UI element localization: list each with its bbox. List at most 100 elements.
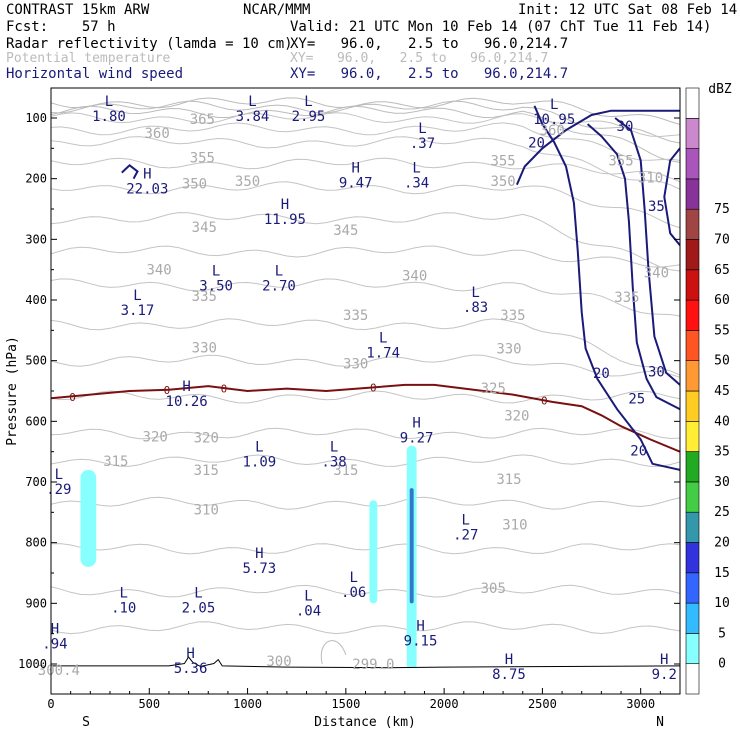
colorbar-swatch [685, 299, 700, 331]
theta-label: 360 [144, 126, 169, 142]
wind-extremum-value: 11.95 [264, 212, 306, 228]
wind-extremum-value: 3.50 [199, 279, 233, 295]
theta-label: 355 [608, 153, 633, 169]
colorbar-swatch [685, 663, 700, 695]
wind-extremum-value: 10.26 [166, 394, 208, 410]
colorbar-level-label: 75 [714, 202, 730, 217]
wind-extremum-value: .06 [341, 585, 366, 601]
theta-label: 330 [496, 342, 521, 358]
colorbar-level-label: 70 [714, 233, 730, 248]
colorbar-level-label: 60 [714, 293, 730, 308]
wind-extremum-value: 2.70 [262, 279, 296, 295]
x-tick-label: 0 [47, 697, 54, 711]
theta-label: 299.0 [352, 657, 394, 673]
wind-low-marker: L [212, 264, 220, 280]
theta-label: 340 [402, 269, 427, 285]
wind-extremum-value: 8.75 [492, 667, 526, 683]
theta-label: 350 [490, 174, 515, 190]
wind-low-marker: L [304, 94, 312, 110]
field-reflectivity-xy: XY= 96.0, 2.5 to 96.0,214.7 [290, 36, 569, 52]
wind-contour-label: 20 [528, 135, 545, 151]
wind-extremum-value: 1.80 [92, 109, 126, 125]
colorbar-swatch [685, 420, 700, 452]
theta-label: 335 [192, 289, 217, 305]
theta-label: 330 [192, 340, 217, 356]
wind-low-marker: L [471, 285, 479, 301]
wind-contour-label: 30 [617, 119, 634, 135]
reflectivity-cell [369, 500, 378, 604]
colorbar-swatch [685, 542, 700, 574]
wind-low-marker: L [418, 121, 426, 137]
wind-extremum-value: 9.27 [400, 430, 434, 446]
colorbar-level-label: 5 [718, 626, 726, 641]
theta-label: 340 [146, 263, 171, 279]
wind-extremum-value: .04 [296, 603, 321, 619]
wind-extremum-value: .29 [46, 482, 71, 498]
zero-isotherm-label: 0 [541, 395, 548, 408]
theta-isoline [51, 157, 680, 183]
wind-high-marker: H [505, 652, 513, 668]
theta-label: 305 [481, 581, 506, 597]
y-tick-label: 600 [25, 414, 47, 428]
colorbar-swatch [685, 269, 700, 301]
wind-extremum-value: .38 [321, 455, 346, 471]
wind-contour-25 [586, 123, 680, 411]
theta-isoline [51, 278, 680, 317]
wind-high-marker: H [660, 652, 668, 668]
x-tick-label: 3000 [626, 697, 655, 711]
wind-extremum-value: .83 [463, 300, 488, 316]
wind-contour-label: 35 [648, 199, 665, 215]
y-axis-label: Pressure (hPa) [5, 336, 20, 446]
zero-isotherm-label: 0 [69, 391, 76, 404]
colorbar-level-label: 35 [714, 445, 730, 460]
x-tick-label: 1500 [331, 697, 360, 711]
theta-label: 360 [540, 123, 565, 139]
zero-isotherm-label: 0 [370, 381, 377, 394]
theta-isoline [51, 390, 680, 404]
wind-extremum-value: 5.73 [242, 561, 276, 577]
theta-label: 330 [343, 357, 368, 373]
wind-contour-20 [515, 109, 680, 186]
wind-low-marker: L [412, 161, 420, 177]
wind-low-marker: L [248, 94, 256, 110]
colorbar-swatch [685, 511, 700, 543]
wind-extremum-value: 3.17 [121, 303, 155, 319]
y-tick-label: 100 [25, 111, 47, 125]
wind-low-marker: L [255, 440, 263, 456]
wind-extremum-value: .27 [453, 527, 478, 543]
colorbar-swatch [685, 148, 700, 180]
x-tick-label: 1000 [233, 697, 262, 711]
theta-label: 345 [192, 220, 217, 236]
field-wind-name: Horizontal wind speed [6, 66, 184, 82]
theta-isoline [51, 543, 680, 555]
theta-isoline [51, 354, 680, 378]
theta-isoline [51, 454, 680, 467]
colorbar-level-label: 10 [714, 596, 730, 611]
theta-label: 335 [343, 308, 368, 324]
colorbar-swatch [685, 572, 700, 604]
theta-label: 320 [143, 430, 168, 446]
colorbar-swatch [685, 330, 700, 361]
theta-isoline [51, 584, 680, 598]
theta-label: 355 [190, 150, 215, 166]
wind-extremum-value: 1.74 [366, 345, 400, 361]
theta-label: 325 [481, 381, 506, 397]
theta-label: 310 [638, 170, 663, 186]
y-tick-label: 500 [25, 354, 47, 368]
theta-isoline [51, 181, 680, 229]
theta-isoline [51, 427, 680, 440]
wind-high-marker: H [182, 379, 190, 395]
colorbar-swatch [685, 87, 700, 119]
colorbar-level-label: 15 [714, 566, 730, 581]
wind-low-marker: L [120, 585, 128, 601]
y-tick-label: 700 [25, 475, 47, 489]
theta-isoline [51, 212, 680, 272]
wind-extremum-value: 5.36 [174, 661, 208, 677]
colorbar-swatch [685, 390, 700, 422]
theta-label: 320 [504, 408, 529, 424]
wind-high-marker: H [281, 197, 289, 213]
wind-high-marker: H [143, 167, 151, 183]
x-tick-label: 500 [138, 697, 160, 711]
y-tick-label: 400 [25, 293, 47, 307]
